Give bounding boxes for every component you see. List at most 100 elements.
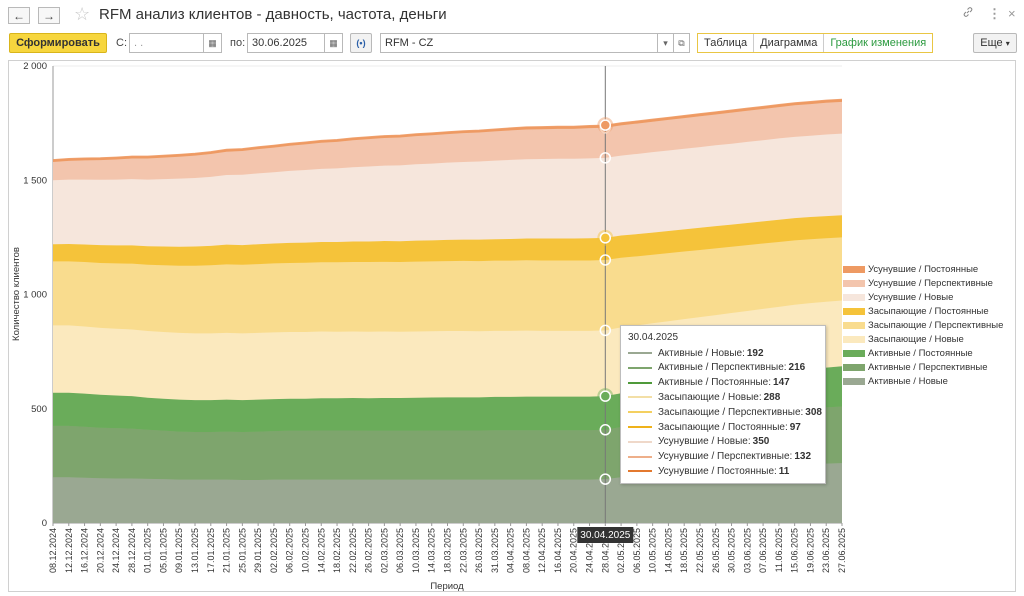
tooltip-series-value: 350 [752, 436, 770, 448]
close-button[interactable]: × [1008, 6, 1016, 21]
legend-label: Активные / Постоянные [868, 348, 973, 359]
calendar-icon[interactable]: ▦ [325, 33, 343, 53]
x-tick-label: 31.03.2025 [490, 528, 500, 573]
more-label: Еще [980, 37, 1003, 49]
x-tick-label: 27.06.2025 [837, 528, 847, 573]
tooltip-row: Активные / Перспективные: 216 [628, 361, 805, 375]
forward-button[interactable]: → [38, 7, 60, 24]
chevron-down-icon[interactable]: ▾ [658, 33, 674, 53]
tooltip-series-value: 216 [788, 362, 806, 374]
legend-swatch [843, 350, 865, 357]
x-tick-label: 14.03.2025 [427, 528, 437, 573]
x-tick-label: 02.03.2025 [379, 528, 389, 573]
x-tick-label: 16.12.2024 [80, 528, 90, 573]
x-tick-label: 06.03.2025 [395, 528, 405, 573]
tooltip-series-name: Активные / Перспективные: [658, 362, 787, 374]
tooltip-series-line [628, 426, 652, 428]
legend-swatch [843, 322, 865, 329]
x-tick-label: 12.04.2025 [537, 528, 547, 573]
tooltip-series-value: 147 [773, 377, 790, 389]
x-tick-label: 13.01.2025 [190, 528, 200, 573]
link-icon[interactable] [962, 6, 974, 21]
x-tick-label: 21.01.2025 [222, 528, 232, 573]
page-title: RFM анализ клиентов - давность, частота,… [99, 6, 447, 23]
forward-arrow-icon: → [43, 8, 55, 23]
more-button[interactable]: Еще ▾ [973, 33, 1017, 53]
x-tick-label: 02.02.2025 [269, 528, 279, 573]
x-tick-label: 20.04.2025 [569, 528, 579, 573]
report-toolbar: Сформировать С: . . ▦ по: 30.06.2025 ▦ (… [0, 31, 1024, 55]
tooltip-row: Засыпающие / Новые: 288 [628, 390, 780, 404]
legend-label: Усунувшие / Постоянные [868, 264, 979, 275]
x-tick-label: 18.03.2025 [443, 528, 453, 573]
x-tick-label: 03.06.2025 [742, 528, 752, 573]
x-tick-label: 23.06.2025 [821, 528, 831, 573]
x-tick-label: 26.02.2025 [364, 528, 374, 573]
x-tick-label: 18.05.2025 [679, 528, 689, 573]
crosshair-point [599, 254, 612, 266]
y-axis-label: Количество клиентов [11, 247, 22, 341]
y-tick-label: 1 000 [23, 290, 47, 301]
tooltip-series-value: 288 [763, 391, 781, 403]
legend-swatch [843, 378, 865, 385]
x-tick-label: 19.06.2025 [805, 528, 815, 573]
tooltip-row: Активные / Постоянные: 147 [628, 376, 790, 390]
calendar-icon[interactable]: ▦ [204, 33, 222, 53]
period-select-icon[interactable]: (•) [350, 33, 372, 53]
crosshair-point [599, 324, 612, 337]
legend-item[interactable]: Засыпающие / Новые [843, 333, 964, 346]
series-area-6 [53, 133, 842, 247]
x-tick-label: 02.05.2025 [616, 528, 626, 573]
generate-button[interactable]: Сформировать [9, 33, 107, 53]
tooltip-series-line [628, 440, 652, 443]
tooltip-series-name: Усунувшие / Перспективные: [658, 451, 793, 463]
from-label: С: [116, 37, 127, 49]
legend-item[interactable]: Активные / Новые [843, 375, 948, 388]
tab-table[interactable]: Таблица [698, 34, 755, 52]
open-variant-icon[interactable]: ⧉ [674, 33, 690, 53]
tooltip-row: Активные / Новые: 192 [628, 346, 764, 360]
from-date-field[interactable]: . . [129, 33, 204, 53]
crosshair-point [599, 232, 612, 244]
crosshair-point [599, 473, 612, 485]
x-tick-label: 10.05.2025 [648, 528, 658, 573]
legend-swatch [843, 294, 865, 301]
report-variant-field[interactable]: RFM - CZ [380, 33, 658, 53]
favorite-star-icon[interactable]: ☆ [74, 4, 91, 24]
x-tick-label: 26.05.2025 [711, 528, 721, 573]
x-tick-label: 26.03.2025 [474, 528, 484, 573]
x-tick-label: 11.06.2025 [774, 528, 784, 572]
legend-swatch [843, 280, 865, 287]
legend-swatch [843, 308, 865, 315]
legend-item[interactable]: Усунувшие / Перспективные [843, 277, 993, 290]
x-tick-label: 15.06.2025 [790, 528, 800, 573]
tooltip-series-name: Активные / Новые: [658, 347, 745, 359]
tab-chart[interactable]: Диаграмма [754, 34, 825, 52]
tooltip-series-value: 97 [789, 421, 801, 433]
legend-item[interactable]: Активные / Перспективные [843, 361, 987, 374]
legend-item[interactable]: Засыпающие / Перспективные [843, 319, 1003, 332]
tooltip-series-value: 192 [746, 347, 764, 359]
view-tabs: Таблица Диаграмма График изменения [697, 33, 934, 53]
tab-change-graph[interactable]: График изменения [830, 37, 927, 49]
x-tick-label: 06.02.2025 [285, 528, 295, 573]
tooltip-series-line [628, 411, 652, 414]
x-tick-label: 24.12.2024 [111, 528, 121, 573]
chevron-down-icon: ▾ [1005, 38, 1010, 48]
crosshair-point [599, 119, 612, 131]
to-label: по: [230, 37, 246, 49]
legend-item[interactable]: Засыпающие / Постоянные [843, 305, 989, 318]
x-tick-label: 28.04.2025 [600, 528, 610, 573]
more-vertical-icon[interactable]: ⋮ [988, 6, 1001, 21]
legend-item[interactable]: Активные / Постоянные [843, 347, 973, 360]
back-button[interactable]: ← [8, 7, 30, 24]
chart-frame [8, 60, 1016, 592]
legend-item[interactable]: Усунувшие / Постоянные [843, 263, 978, 276]
legend-item[interactable]: Усунувшие / Новые [843, 291, 953, 304]
crosshair-point [599, 390, 612, 402]
to-date-field[interactable]: 30.06.2025 [247, 33, 325, 53]
title-bar: ← → ☆ RFM анализ клиентов - давность, ча… [0, 0, 1024, 30]
crosshair-point [599, 424, 612, 436]
x-tick-label: 12.12.2024 [64, 528, 74, 573]
series-area-4 [53, 237, 842, 334]
